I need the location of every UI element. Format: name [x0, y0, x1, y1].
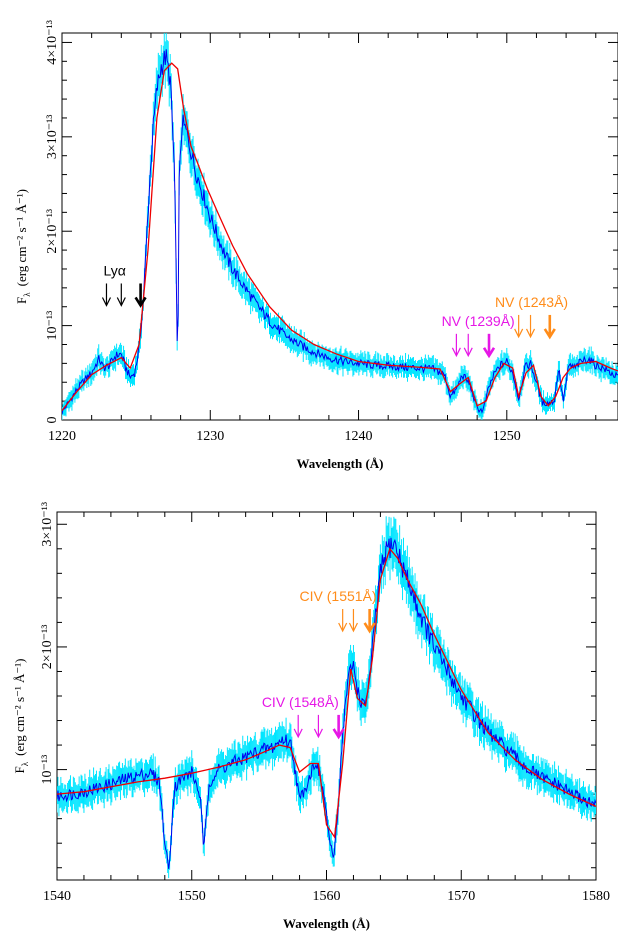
plot-area — [62, 33, 618, 420]
y-tick-label: 10⁻¹³ — [40, 755, 55, 785]
annotation-arrow-head — [451, 347, 461, 358]
x-tick-label: 1570 — [447, 889, 475, 904]
y-axis-title-main: F — [14, 297, 29, 304]
annotation-arrow-head — [332, 728, 345, 740]
annotation-arrow-head — [116, 297, 126, 307]
x-axis-title: Wavelength (Å) — [283, 916, 370, 931]
y-axis-title: Fλ (erg cm⁻² s⁻¹ Å⁻¹) — [12, 659, 30, 774]
annotation-label: CIV (1548Å) — [262, 694, 339, 710]
annotation-arrow-head — [514, 328, 524, 339]
x-tick-label: 1580 — [582, 889, 610, 904]
y-tick-label: 2×10⁻¹³ — [40, 625, 55, 670]
y-tick-label: 3×10⁻¹³ — [40, 502, 55, 547]
x-tick-label: 1540 — [43, 889, 71, 904]
annotation-arrow-head — [525, 328, 536, 339]
y-axis-title: Fλ (erg cm⁻² s⁻¹ Å⁻¹) — [14, 189, 32, 304]
plot-frame — [61, 32, 618, 421]
plot-area — [57, 516, 596, 879]
x-tick-label: 1220 — [48, 429, 76, 444]
x-tick-label: 1250 — [493, 429, 521, 444]
y-axis-title-units: (erg cm⁻² s⁻¹ Å⁻¹) — [12, 659, 27, 756]
annotation-label: Lyα — [104, 262, 126, 278]
y-tick-label: 2×10⁻¹³ — [45, 209, 60, 254]
annotation-label: NV (1239Å) — [442, 313, 515, 329]
x-axis-title: Wavelength (Å) — [296, 456, 383, 471]
y-axis-title-sub: λ — [20, 761, 30, 766]
model-series-line — [62, 62, 618, 411]
data-series-line — [57, 537, 596, 869]
annotation-arrow-head — [543, 328, 556, 340]
y-tick-label: 4×10⁻¹³ — [45, 20, 60, 65]
panel-top: 1220 1230 1240 1250 0 10⁻¹³ 2×10⁻¹³ 3×10⁻¹³ 4×10… — [14, 20, 618, 471]
annotation-arrow-head — [348, 622, 358, 633]
y-tick-label: 3×10⁻¹³ — [45, 114, 60, 159]
model-series-line — [57, 547, 596, 839]
annotation-arrow-head — [363, 622, 376, 634]
x-tick-label: 1550 — [178, 889, 206, 904]
annotation-arrow-head — [463, 347, 473, 358]
annotation-arrow-head — [101, 297, 112, 307]
y-axis-title-sub: λ — [22, 292, 32, 297]
annotation-arrow-head — [482, 347, 496, 359]
panel-bottom: 1540 1550 1560 1570 1580 10⁻¹³ 2×10⁻¹³ 3×10⁻¹³ W… — [12, 502, 610, 931]
annotation-arrow-head — [338, 622, 348, 633]
annotation-label: CIV (1551Å) — [300, 588, 377, 604]
y-tick-label: 0 — [45, 417, 60, 424]
x-tick-label: 1560 — [313, 889, 341, 904]
annotation-arrow-head — [313, 728, 323, 739]
data-series-line — [62, 49, 618, 415]
annotation-label: NV (1243Å) — [495, 294, 568, 310]
y-tick-label: 10⁻¹³ — [45, 311, 60, 341]
x-tick-label: 1230 — [196, 429, 224, 444]
x-tick-label: 1240 — [345, 429, 373, 444]
y-axis-title-units: (erg cm⁻² s⁻¹ Å⁻¹) — [14, 189, 29, 286]
y-axis-title-main: F — [12, 766, 27, 773]
annotation-arrow-head — [134, 296, 147, 308]
annotation-arrow-head — [293, 728, 303, 739]
